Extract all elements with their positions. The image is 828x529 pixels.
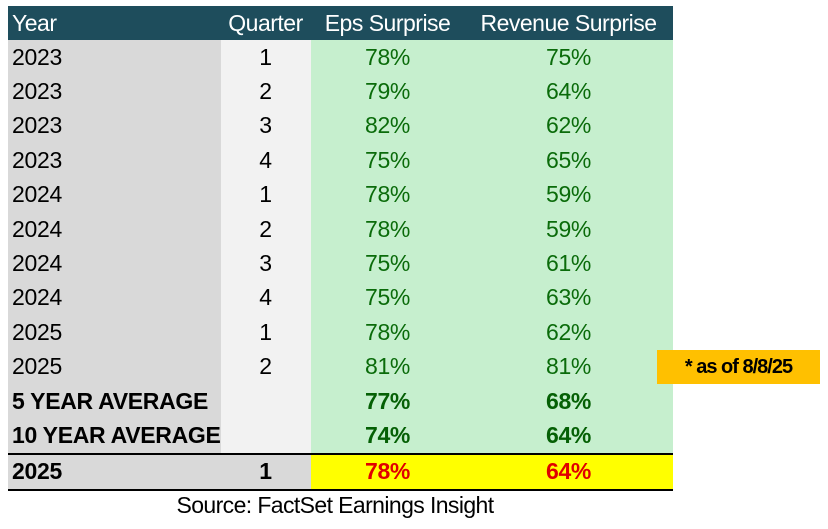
cell-eps-surprise: 75% bbox=[310, 246, 465, 281]
cell-revenue-surprise: 62% bbox=[464, 108, 673, 144]
current-quarter: 1 bbox=[220, 452, 311, 492]
cell-revenue-surprise: 61% bbox=[464, 246, 673, 281]
cell-eps-surprise: 78% bbox=[310, 315, 465, 350]
cell-quarter: 2 bbox=[220, 211, 311, 247]
cell-year: 2025 bbox=[8, 349, 221, 384]
table-row: 2025 1 78% 62% bbox=[8, 315, 673, 350]
cell-revenue-surprise: 59% bbox=[464, 211, 673, 247]
cell-year: 2023 bbox=[8, 143, 221, 178]
table-row: 2023 4 75% 65% bbox=[8, 143, 673, 178]
cell-quarter: 2 bbox=[220, 74, 311, 109]
header-revenue-surprise: Revenue Surprise bbox=[464, 6, 673, 40]
cell-eps-surprise: 79% bbox=[310, 74, 465, 109]
cell-quarter: 4 bbox=[220, 280, 311, 316]
cell-eps-surprise: 78% bbox=[310, 211, 465, 247]
table-row: 2024 2 78% 59% bbox=[8, 211, 673, 247]
table-row: 2025 2 81% 81% bbox=[8, 349, 673, 384]
cell-year: 2023 bbox=[8, 108, 221, 144]
table-row: 2023 2 79% 64% bbox=[8, 74, 673, 109]
cell-year: 2023 bbox=[8, 74, 221, 109]
cell-year: 2025 bbox=[8, 315, 221, 350]
cell-eps-surprise: 81% bbox=[310, 349, 465, 384]
current-year: 2025 bbox=[8, 452, 221, 492]
average-row-10-year: 10 YEAR AVERAGE 74% 64% bbox=[8, 418, 673, 454]
average-eps-surprise: 74% bbox=[310, 418, 465, 454]
header-quarter: Quarter bbox=[220, 6, 311, 40]
cell-eps-surprise: 78% bbox=[310, 40, 465, 75]
cell-eps-surprise: 78% bbox=[310, 177, 465, 212]
header-eps-surprise: Eps Surprise bbox=[310, 6, 465, 40]
table-row: 2023 3 82% 62% bbox=[8, 108, 673, 144]
average-label: 5 YEAR AVERAGE bbox=[8, 383, 221, 419]
cell-revenue-surprise: 63% bbox=[464, 280, 673, 316]
cell-revenue-surprise: 75% bbox=[464, 40, 673, 75]
cell-revenue-surprise: 59% bbox=[464, 177, 673, 212]
surprise-table: Year Quarter Eps Surprise Revenue Surpri… bbox=[8, 6, 673, 492]
current-quarter-row: 2025 1 78% 64% bbox=[8, 452, 673, 492]
table-header: Year Quarter Eps Surprise Revenue Surpri… bbox=[8, 6, 673, 40]
header-row: Year Quarter Eps Surprise Revenue Surpri… bbox=[8, 6, 673, 40]
table-body: 2023 1 78% 75% 2023 2 79% 64% 2023 3 82%… bbox=[8, 40, 673, 492]
average-quarter-blank bbox=[220, 383, 311, 419]
cell-year: 2023 bbox=[8, 40, 221, 75]
cell-quarter: 2 bbox=[220, 349, 311, 384]
cell-year: 2024 bbox=[8, 246, 221, 281]
table-row: 2024 3 75% 61% bbox=[8, 246, 673, 281]
cell-quarter: 4 bbox=[220, 143, 311, 178]
cell-year: 2024 bbox=[8, 211, 221, 247]
cell-eps-surprise: 75% bbox=[310, 280, 465, 316]
current-eps-surprise: 78% bbox=[310, 452, 465, 492]
cell-quarter: 1 bbox=[220, 40, 311, 75]
cell-quarter: 1 bbox=[220, 315, 311, 350]
header-year: Year bbox=[8, 6, 221, 40]
average-quarter-blank bbox=[220, 418, 311, 454]
average-row-5-year: 5 YEAR AVERAGE 77% 68% bbox=[8, 383, 673, 419]
table-row: 2024 1 78% 59% bbox=[8, 177, 673, 212]
cell-quarter: 1 bbox=[220, 177, 311, 212]
cell-eps-surprise: 75% bbox=[310, 143, 465, 178]
as-of-note-badge: * as of 8/8/25 bbox=[657, 350, 820, 384]
average-revenue-surprise: 68% bbox=[464, 383, 673, 419]
cell-year: 2024 bbox=[8, 177, 221, 212]
average-eps-surprise: 77% bbox=[310, 383, 465, 419]
table-row: 2024 4 75% 63% bbox=[8, 280, 673, 316]
current-revenue-surprise: 64% bbox=[464, 452, 673, 492]
cell-year: 2024 bbox=[8, 280, 221, 316]
cell-eps-surprise: 82% bbox=[310, 108, 465, 144]
table-row: 2023 1 78% 75% bbox=[8, 40, 673, 75]
cell-revenue-surprise: 65% bbox=[464, 143, 673, 178]
cell-quarter: 3 bbox=[220, 108, 311, 144]
source-caption: Source: FactSet Earnings Insight bbox=[176, 492, 494, 518]
cell-revenue-surprise: 62% bbox=[464, 315, 673, 350]
cell-revenue-surprise: 81% bbox=[464, 349, 673, 384]
cell-quarter: 3 bbox=[220, 246, 311, 281]
cell-revenue-surprise: 64% bbox=[464, 74, 673, 109]
average-revenue-surprise: 64% bbox=[464, 418, 673, 454]
average-label: 10 YEAR AVERAGE bbox=[8, 418, 221, 454]
